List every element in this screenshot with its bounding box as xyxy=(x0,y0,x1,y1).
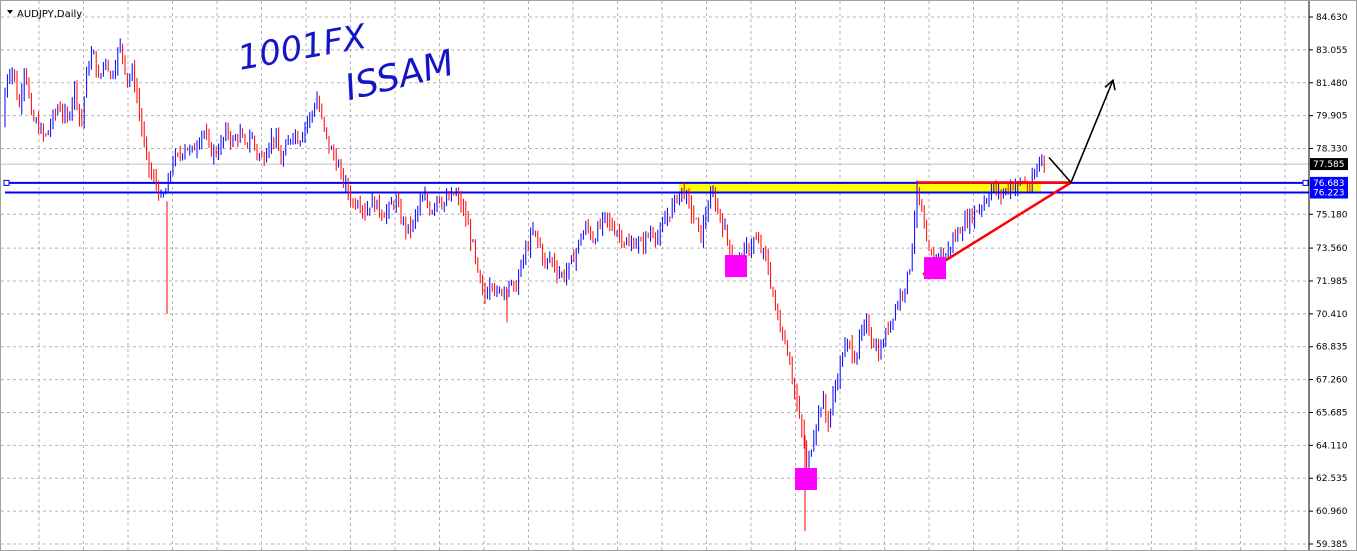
price-axis-label: 71.985 xyxy=(1316,277,1348,287)
supply-zone-layer xyxy=(679,181,1041,193)
projection-arrow-head xyxy=(1104,78,1116,91)
price-axis-label: 70.410 xyxy=(1316,310,1348,320)
price-axis-label: 81.480 xyxy=(1316,79,1348,89)
chart-grid xyxy=(1,1,1309,550)
triangle-support-line xyxy=(922,181,1072,276)
price-tag-bg xyxy=(1310,158,1348,171)
pink-marker-square xyxy=(725,255,747,278)
projection-arrow xyxy=(1048,79,1114,185)
price-axis-label: 62.535 xyxy=(1316,474,1348,484)
price-axis-label: 68.835 xyxy=(1316,343,1348,353)
candlestick-series xyxy=(4,38,1045,532)
price-tag-bg xyxy=(1310,186,1348,199)
price-axis-label: 84.630 xyxy=(1316,13,1348,23)
supply-zone-highlight xyxy=(679,181,1041,193)
pink-marker-square xyxy=(924,257,946,280)
price-axis-label: 83.055 xyxy=(1316,46,1348,56)
price-axis-label: 64.110 xyxy=(1316,441,1348,451)
price-tag: 77.585 xyxy=(1313,160,1345,170)
triangle-down-icon[interactable] xyxy=(7,10,13,14)
level-handle-right xyxy=(1302,179,1309,186)
price-axis-label: 67.260 xyxy=(1316,376,1348,386)
price-axis-label: 79.905 xyxy=(1316,112,1348,122)
price-axis-label: 73.560 xyxy=(1316,244,1348,254)
price-axis-label: 75.180 xyxy=(1316,210,1348,220)
price-axis-label: 78.330 xyxy=(1316,145,1348,155)
price-axis-label: 60.960 xyxy=(1316,507,1348,517)
level-handle xyxy=(3,179,10,186)
price-axis[interactable]: 84.630 83.055 81.480 79.905 78.330 75.180 73.5… xyxy=(1308,1,1348,550)
pink-marker-square xyxy=(795,467,817,490)
horizontal-levels[interactable] xyxy=(1,163,1309,194)
price-tag: 76.683 xyxy=(1313,179,1345,189)
price-axis-label: 65.685 xyxy=(1316,408,1348,418)
chart-title: AUDJPY,Daily xyxy=(7,9,82,20)
price-axis-label: 59.385 xyxy=(1316,540,1348,550)
price-tag: 76.223 xyxy=(1313,188,1345,198)
chart-title-text: AUDJPY,Daily xyxy=(17,9,82,20)
price-tag-bg xyxy=(1310,176,1348,189)
